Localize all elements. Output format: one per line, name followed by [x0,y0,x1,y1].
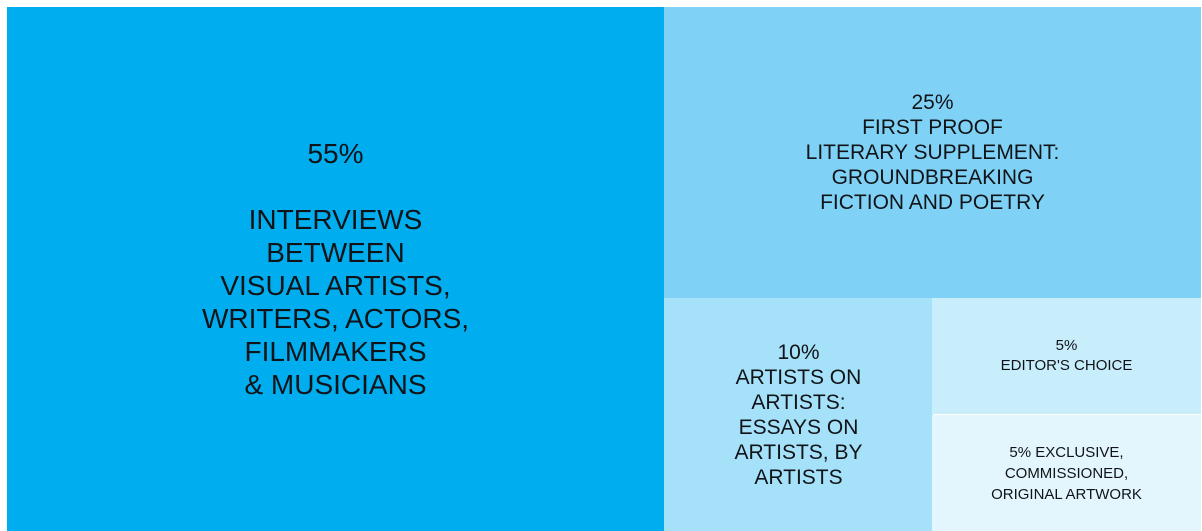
cell-category-label: INTERVIEWS BETWEEN VISUAL ARTISTS, WRITE… [201,204,470,400]
cell-value-label: 5% EXCLUSIVE, [1009,443,1124,461]
cell-value-label: 10% [777,340,820,364]
treemap-cell-original-artwork: 5% EXCLUSIVE, COMMISSIONED, ORIGINAL ART… [932,415,1201,531]
treemap-cell-editors-choice: 5% EDITOR'S CHOICE [932,298,1201,414]
cell-value-label: 5% [1055,337,1078,354]
treemap-cell-artists-on-artists: 10% ARTISTS ON ARTISTS: ESSAYS ON ARTIST… [664,298,933,531]
treemap-cell-interviews: 55% INTERVIEWS BETWEEN VISUAL ARTISTS, W… [7,7,664,531]
cell-category-label: COMMISSIONED, ORIGINAL ARTWORK [991,464,1142,503]
treemap-cell-first-proof: 25% FIRST PROOF LITERARY SUPPLEMENT: GRO… [664,7,1201,298]
cell-value-label: 25% [911,91,954,114]
treemap-chart: 55% INTERVIEWS BETWEEN VISUAL ARTISTS, W… [7,7,1201,531]
cell-category-label: EDITOR'S CHOICE [1000,357,1133,374]
cell-value-label: 55% [307,138,364,169]
cell-category-label: FIRST PROOF LITERARY SUPPLEMENT: GROUNDB… [805,116,1060,214]
cell-category-label: ARTISTS ON ARTISTS: ESSAYS ON ARTISTS, B… [734,365,863,489]
